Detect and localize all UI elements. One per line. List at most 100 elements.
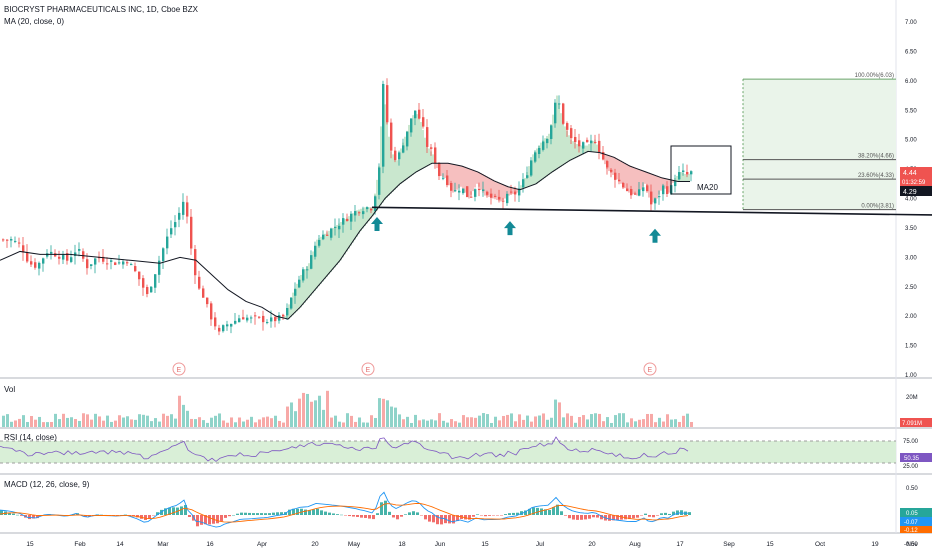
candle-body [490,193,493,198]
candle-body [542,141,545,150]
volume-bar [494,416,497,427]
volume-bar [138,414,141,427]
candle-body [294,289,297,296]
candle-body [414,110,417,119]
macd-histogram-bar [568,515,571,519]
candle-body [266,322,269,324]
candle-body [650,191,653,205]
candle-body [290,297,293,309]
ma-fill-slice [556,95,558,170]
candle-body [602,151,605,160]
ma-fill-slice [492,179,494,199]
candle-body [674,180,677,187]
ma20-line [0,150,690,320]
volume-bar [94,413,97,427]
ma-fill-slice [442,163,444,177]
ma-fill-slice [466,167,468,196]
ma-fill-slice [412,115,414,175]
macd-histogram-bar [336,514,339,515]
candle-body [494,195,497,197]
candle-body [502,200,505,202]
ma-fill-slice [422,129,424,169]
volume-bar [98,416,101,427]
candle-body [26,252,29,262]
up-arrow-marker [371,216,383,231]
candle-body [514,191,517,195]
candle-body [338,225,341,230]
candle-body [510,191,513,193]
volume-bar [602,421,605,427]
volume-bar [590,414,593,427]
volume-bar [566,413,569,427]
volume-bar [206,422,209,427]
ma-fill-slice [512,187,514,195]
symbol-title: BIOCRYST PHARMACEUTICALS INC, 1D, Cboe B… [4,5,199,14]
candle-body [554,102,557,124]
up-arrow-marker [504,221,516,236]
ma20-annotation: MA20 [697,183,718,192]
volume-bar [130,419,133,427]
macd-histogram-bar [592,515,595,518]
volume-bar [318,395,321,427]
ma-fill-slice [576,144,578,158]
volume-bar [34,419,37,427]
volume-bar [242,421,245,427]
candle-body [354,211,357,216]
ma-fill-slice [502,184,504,200]
candle-body [442,177,445,179]
volume-bar [446,422,449,427]
volume-bar [30,416,33,427]
candle-body [486,191,489,195]
candle-body [614,172,617,180]
ma-fill-slice [500,183,502,202]
price-tick: 2.50 [905,285,917,291]
volume-bar [670,419,673,427]
fib-level-label: 100.00%(6.03) [855,73,894,79]
ma-fill-slice [444,163,446,178]
candle-body [534,152,537,162]
macd-histogram-bar [200,515,203,525]
macd-histogram-bar [552,507,555,515]
ma-fill-slice [626,163,628,191]
macd-histogram-bar [20,515,23,516]
macd-histogram-bar [528,508,531,515]
time-tick: Jun [435,541,446,548]
candle-body [410,118,413,133]
ma-fill-slice [656,175,658,199]
ma-fill-slice [526,172,528,188]
volume-bar [638,419,641,427]
candle-body [226,324,229,327]
volume-bar [6,414,9,427]
volume-bar [278,420,281,427]
candle-body [586,139,589,143]
ma-fill-slice [634,167,636,195]
ma-fill-slice [384,104,386,200]
ma-fill-slice [594,139,596,153]
candle-body [366,207,369,210]
candle-body [162,248,165,262]
time-tick: 15 [766,541,774,548]
candle-body [430,147,433,149]
candle-body [578,140,581,147]
ma-fill-slice [616,158,618,180]
macd-histogram-bar [428,515,431,522]
macd-histogram-bar [124,514,127,516]
macd-histogram-bar [268,513,271,515]
ma-fill-slice [296,283,298,312]
macd-histogram-bar [628,515,631,520]
time-tick: Aug [629,541,641,548]
ma-fill-slice [304,269,306,303]
macd-histogram-bar [372,515,375,520]
ma-fill-slice [668,179,670,193]
time-tick: Oct [815,541,825,548]
volume-bar [114,420,117,427]
ma-fill-slice [568,135,570,162]
macd-histogram-bar [188,515,191,517]
ma-fill-slice [424,137,426,168]
candle-body [146,287,149,295]
ma-fill-slice [490,178,492,198]
candle-body [174,222,177,228]
macd-histogram-bar [616,515,619,521]
volume-bar [654,422,657,427]
candle-body [282,314,285,317]
